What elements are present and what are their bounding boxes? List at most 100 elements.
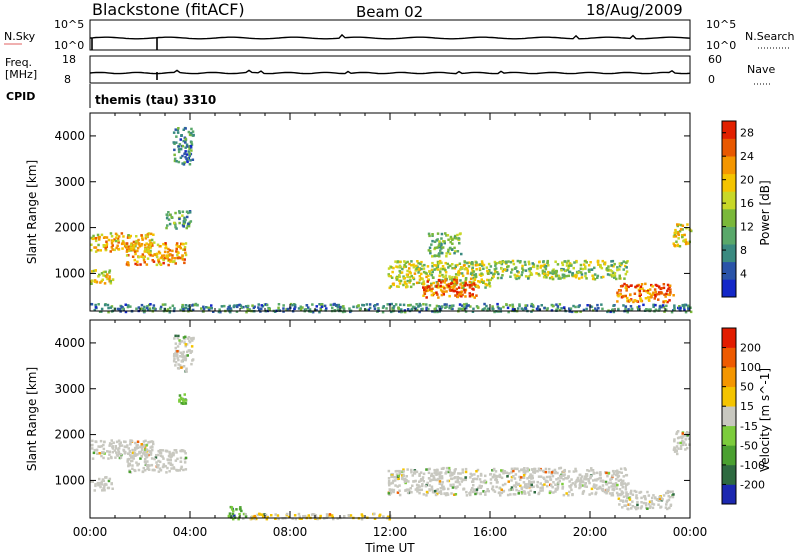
- velocity-data-cell: [182, 350, 185, 354]
- beam-title: Beam 02: [356, 3, 423, 21]
- velocity-data-cell: [508, 488, 511, 492]
- velocity-data-cell: [150, 463, 154, 467]
- velocity-data-cell: [512, 493, 516, 496]
- power-data-cell: [116, 307, 120, 311]
- power-data-cell: [91, 270, 94, 273]
- velocity-data-cell: [487, 489, 490, 493]
- power-data-cell: [446, 286, 449, 289]
- power-data-cell: [235, 310, 239, 313]
- velocity-data-cell: [231, 512, 235, 516]
- power-data-cell: [502, 305, 505, 309]
- velocity-data-cell: [428, 467, 431, 471]
- velocity-data-cell: [570, 483, 573, 487]
- velocity-data-cell: [631, 493, 635, 496]
- velocity-data-cell: [183, 461, 187, 464]
- power-data-cell: [480, 272, 483, 275]
- velocity-data-cell: [171, 463, 174, 467]
- power-data-cell: [307, 306, 310, 309]
- power-data-cell: [431, 270, 434, 274]
- velocity-data-cell: [185, 343, 189, 346]
- power-data-cell: [137, 306, 141, 309]
- power-data-cell: [471, 266, 474, 269]
- velocity-data-cell: [548, 491, 552, 495]
- power-data-cell: [551, 272, 554, 275]
- velocity-data-cell: [627, 482, 630, 485]
- power-data-cell: [409, 272, 412, 275]
- power-data-cell: [652, 303, 655, 307]
- velocity-data-cell: [170, 467, 173, 470]
- power-data-cell: [654, 308, 658, 311]
- power-data-cell: [482, 281, 485, 284]
- power-data-cell: [454, 276, 457, 279]
- power-data-cell: [489, 265, 493, 268]
- power-data-cell: [115, 246, 118, 250]
- power-data-cell: [650, 294, 653, 297]
- power-data-cell: [446, 262, 449, 266]
- power-data-cell: [390, 302, 393, 306]
- velocity-data-cell: [594, 478, 597, 482]
- velocity-data-cell: [473, 473, 476, 476]
- power-data-cell: [542, 260, 545, 263]
- velocity-data-cell: [420, 477, 423, 481]
- power-data-cell: [415, 281, 419, 285]
- power-data-cell: [544, 267, 548, 271]
- power-data-cell: [98, 273, 101, 277]
- velocity-data-cell: [470, 474, 474, 477]
- velocity-data-cell: [118, 452, 121, 456]
- power-data-cell: [445, 255, 448, 258]
- velocity-data-cell: [103, 440, 106, 444]
- power-data-cell: [421, 307, 424, 311]
- power-data-cell: [590, 305, 594, 309]
- power-data-cell: [601, 307, 604, 311]
- power-data-cell: [93, 280, 97, 283]
- power-scatter-cells: [90, 126, 693, 314]
- velocity-data-cell: [390, 475, 393, 478]
- velocity-data-cell: [464, 476, 467, 479]
- velocity-data-cell: [640, 501, 643, 504]
- velocity-data-cell: [129, 443, 132, 446]
- power-data-cell: [437, 296, 440, 299]
- power-data-cell: [527, 260, 531, 264]
- power-data-cell: [607, 265, 610, 268]
- velocity-data-cell: [134, 454, 138, 457]
- power-data-cell: [627, 308, 630, 311]
- power-data-cell: [616, 268, 619, 272]
- velocity-data-cell: [387, 469, 391, 473]
- power-data-cell: [409, 285, 413, 289]
- power-data-cell: [478, 280, 482, 284]
- power-data-cell: [191, 308, 195, 312]
- power-data-cell: [660, 287, 664, 290]
- velocity-data-cell: [181, 353, 185, 356]
- power-data-cell: [447, 238, 450, 241]
- power-data-cell: [146, 305, 149, 308]
- velocity-data-cell: [452, 483, 455, 486]
- power-data-cell: [136, 246, 140, 250]
- power-data-cell: [159, 305, 163, 309]
- power-data-cell: [569, 307, 573, 310]
- power-data-cell: [169, 253, 172, 256]
- velocity-data-cell: [584, 482, 587, 485]
- power-data-cell: [411, 305, 415, 309]
- velocity-data-cell: [91, 439, 94, 443]
- power-data-cell: [556, 305, 560, 308]
- velocity-data-cell: [419, 471, 423, 474]
- power-data-cell: [124, 310, 128, 314]
- power-data-cell: [320, 305, 324, 308]
- velocity-data-cell: [484, 490, 487, 494]
- velocity-data-cell: [180, 359, 184, 363]
- power-data-cell: [147, 248, 150, 252]
- power-data-cell: [582, 308, 586, 312]
- velocity-data-cell: [90, 480, 93, 483]
- power-data-cell: [403, 263, 406, 267]
- power-data-cell: [599, 263, 602, 267]
- velocity-data-cell: [585, 485, 588, 488]
- velocity-data-cell: [553, 468, 557, 472]
- power-data-cell: [524, 305, 527, 309]
- velocity-data-cell: [455, 486, 458, 490]
- power-data-cell: [616, 300, 619, 303]
- power-data-cell: [445, 305, 448, 308]
- power-data-cell: [520, 273, 523, 277]
- power-data-cell: [185, 143, 189, 146]
- velocity-data-cell: [144, 462, 147, 465]
- power-data-cell: [471, 283, 474, 286]
